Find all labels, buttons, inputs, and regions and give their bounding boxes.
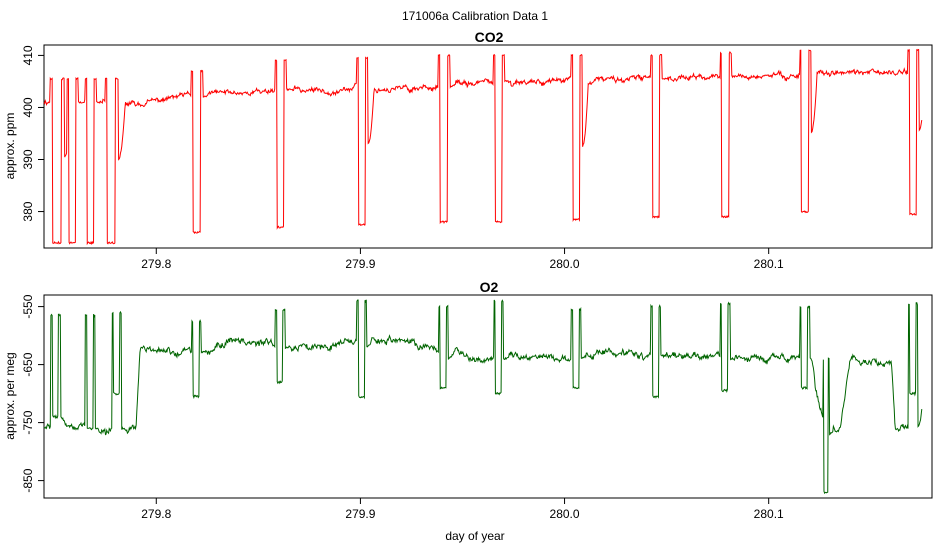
x-tick-label: 280.1 bbox=[754, 257, 784, 271]
o2-x-axis: 279.8 279.9 280.0 280.1 bbox=[141, 498, 784, 521]
o2-chart-title: O2 bbox=[480, 279, 499, 295]
x-tick-label: 279.8 bbox=[141, 257, 171, 271]
o2-series-line bbox=[43, 299, 923, 495]
x-tick-label: 280.0 bbox=[550, 507, 580, 521]
o2-y-axis-label: approx. per meg bbox=[3, 352, 17, 439]
x-tick-label: 279.8 bbox=[141, 507, 171, 521]
y-tick-label: 380 bbox=[21, 201, 35, 221]
co2-plot-frame bbox=[43, 44, 933, 249]
x-tick-label: 279.9 bbox=[345, 257, 375, 271]
o2-y-axis: -850 -750 -650 -550 bbox=[21, 294, 44, 493]
figure-title: 171006a Calibration Data 1 bbox=[402, 9, 548, 23]
co2-series-line bbox=[43, 48, 923, 246]
o2-panel: O2 279.8 279.9 280.0 280.1 -850 -750 -650 -550… bbox=[3, 279, 933, 521]
y-tick-label: 410 bbox=[21, 45, 35, 65]
y-tick-label: -750 bbox=[21, 410, 35, 434]
co2-panel: CO2 279.8 279.9 280.0 280.1 380 390 400 410 ap… bbox=[3, 29, 933, 271]
co2-y-axis-label: approx. ppm bbox=[3, 113, 17, 180]
x-axis-label: day of year bbox=[445, 529, 504, 543]
co2-y-axis: 380 390 400 410 bbox=[21, 45, 44, 222]
o2-plot-frame bbox=[43, 294, 933, 499]
co2-x-axis: 279.8 279.9 280.0 280.1 bbox=[141, 248, 784, 271]
y-tick-label: 400 bbox=[21, 97, 35, 117]
x-tick-label: 279.9 bbox=[345, 507, 375, 521]
y-tick-label: 390 bbox=[21, 149, 35, 169]
x-tick-label: 280.0 bbox=[550, 257, 580, 271]
x-tick-label: 280.1 bbox=[754, 507, 784, 521]
y-tick-label: -650 bbox=[21, 352, 35, 376]
y-tick-label: -550 bbox=[21, 294, 35, 318]
co2-chart-title: CO2 bbox=[475, 29, 504, 45]
y-tick-label: -850 bbox=[21, 468, 35, 492]
